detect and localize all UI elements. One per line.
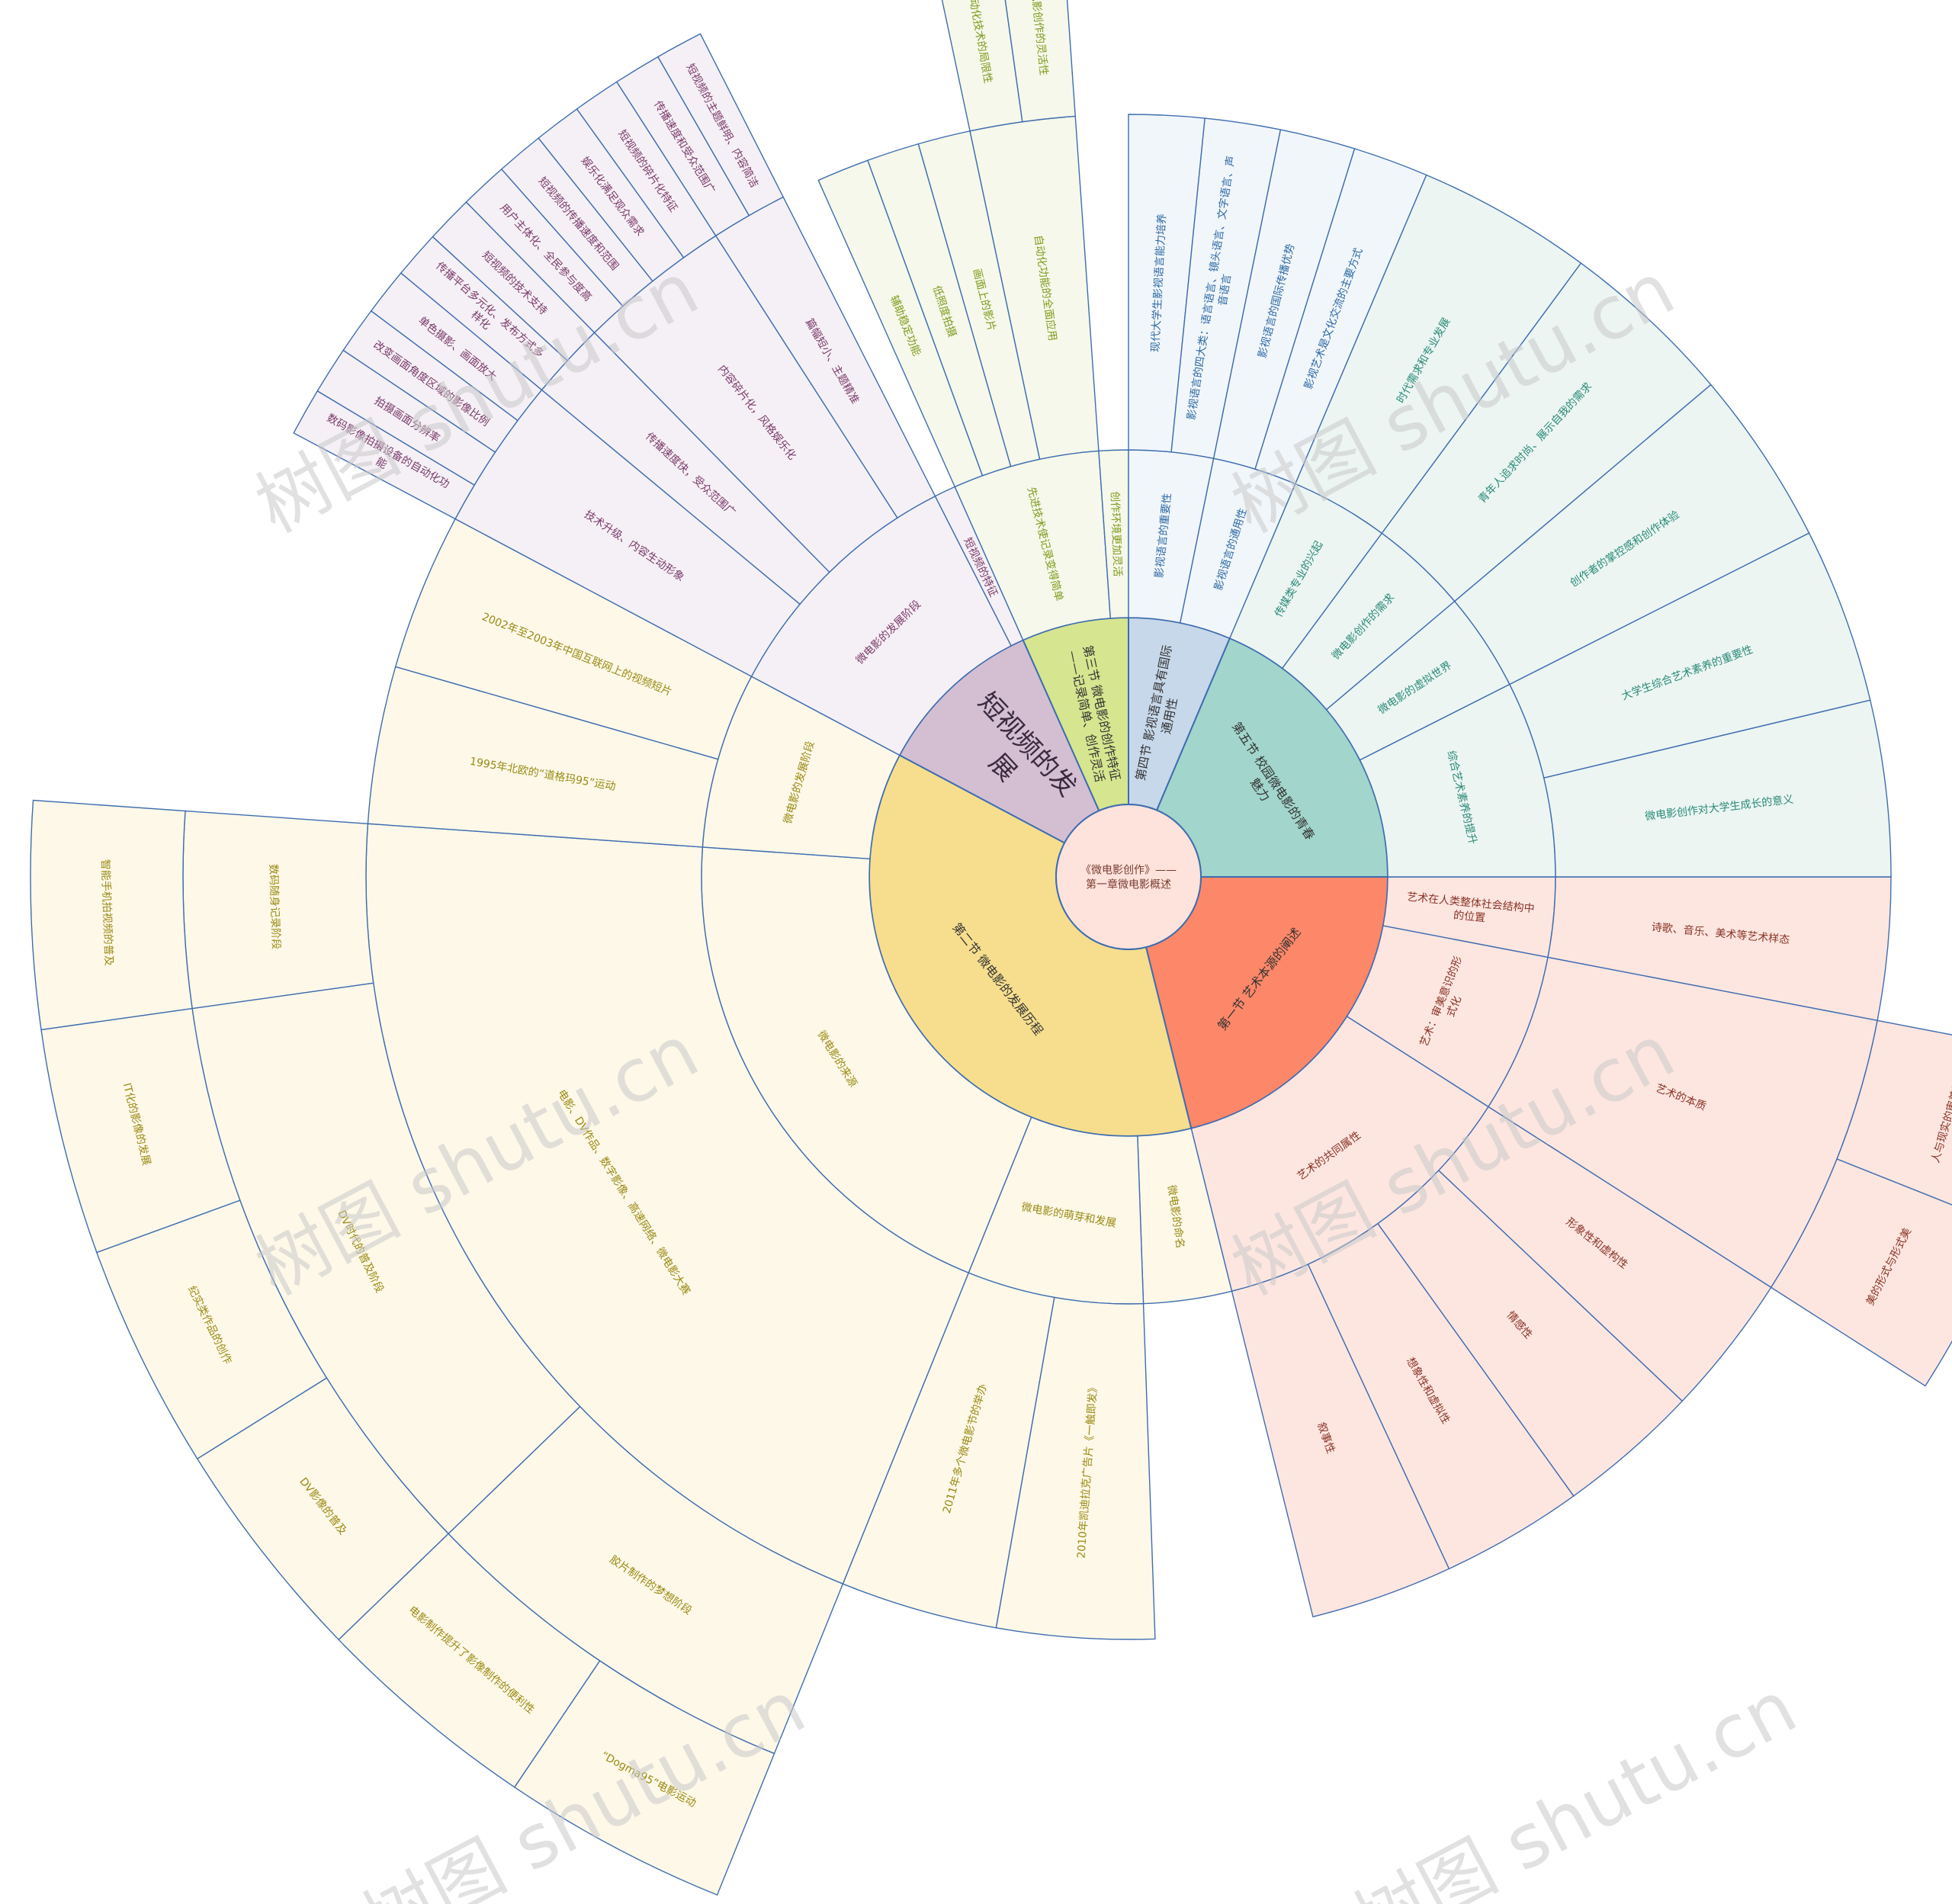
topic-sector[interactable] <box>30 799 193 1031</box>
center-circle <box>1055 804 1202 950</box>
topic-label: 创作环境更加灵活 <box>1108 491 1123 576</box>
sunburst-sectors <box>30 0 1952 1896</box>
topic-label: 数码随身记录阶段 <box>267 864 282 949</box>
watermark: 树图 shutu.cn <box>1340 1664 1809 1904</box>
topic-sector[interactable] <box>1543 699 1892 878</box>
topic-label: 智能手机拍视频的普及 <box>98 859 114 966</box>
topic-sector[interactable] <box>1231 1263 1450 1618</box>
center-node[interactable]: 《微电影创作》——第一章微电影概述 <box>1055 804 1202 950</box>
center-label: 《微电影创作》——第一章微电影概述 <box>1080 865 1177 891</box>
topic-sector[interactable] <box>997 0 1076 123</box>
topic-sector[interactable] <box>657 33 785 217</box>
topic-sector[interactable] <box>1770 1158 1952 1387</box>
